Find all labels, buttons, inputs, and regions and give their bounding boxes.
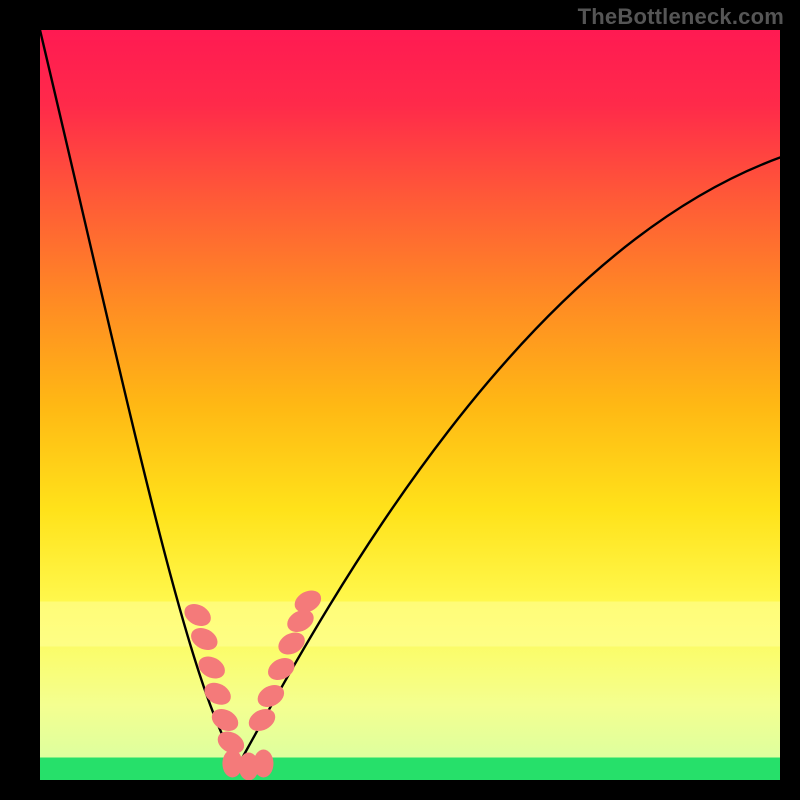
data-marker (253, 750, 273, 778)
watermark-text: TheBottleneck.com (578, 4, 784, 30)
gradient-background (40, 30, 780, 780)
chart-stage: TheBottleneck.com (0, 0, 800, 800)
green-baseline-strip (40, 758, 780, 781)
highlight-band (40, 602, 780, 647)
chart-svg (40, 30, 780, 780)
